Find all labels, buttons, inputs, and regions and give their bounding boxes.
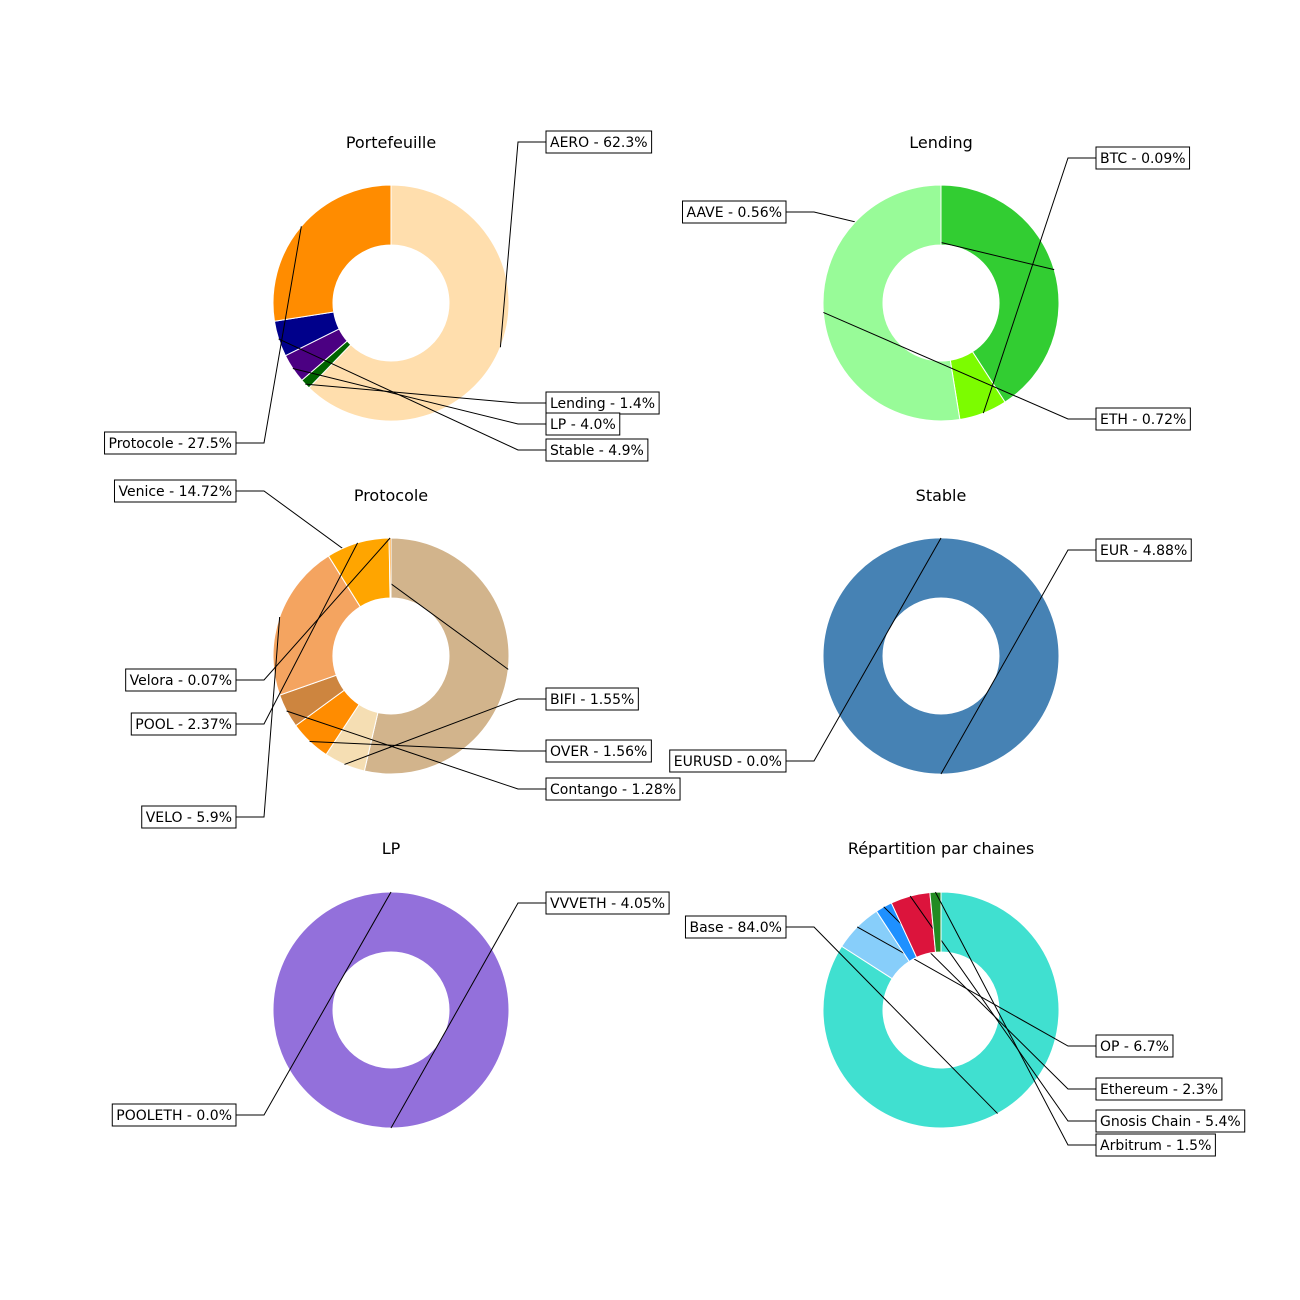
leader-line <box>786 926 998 1114</box>
donut-chart-stable: Stable EUR - 4.88% EURUSD - 0.0% <box>669 486 1192 775</box>
slice-eth <box>822 184 961 422</box>
label-box <box>1095 1133 1216 1157</box>
slice-label: LP - 4.0% <box>550 417 616 433</box>
leader-line <box>309 740 546 752</box>
chart-title: Répartition par chaines <box>848 839 1034 858</box>
slice-label: Velora - 0.07% <box>130 673 232 689</box>
slice-base <box>822 891 1060 1129</box>
slice-label: OP - 6.7% <box>1100 1039 1169 1055</box>
label-box <box>684 915 787 939</box>
slice-venice <box>363 537 510 775</box>
leader-line <box>236 490 509 670</box>
label-box <box>545 891 670 915</box>
leader-line <box>909 895 1096 1122</box>
leader-line <box>292 368 546 425</box>
leader-line <box>236 616 281 818</box>
label-box <box>669 749 787 773</box>
chart-title: Portefeuille <box>346 133 436 152</box>
slice-label: VELO - 5.9% <box>146 810 232 826</box>
slice-label: OVER - 1.56% <box>550 744 647 760</box>
leader-line <box>823 312 1096 420</box>
slice-label: Contango - 1.28% <box>550 782 676 798</box>
slice-label: POOL - 2.37% <box>135 717 232 733</box>
chart-title: Lending <box>909 133 973 152</box>
donut-chart-portefeuille: Portefeuille AERO - 62.3% Lending - 1.4% LP… <box>104 130 660 462</box>
slice-label: BIFI - 1.55% <box>550 692 634 708</box>
slice-label: Base - 84.0% <box>689 920 782 936</box>
label-box <box>111 1103 237 1127</box>
slice-label: AAVE - 0.56% <box>687 205 783 221</box>
label-box <box>545 777 681 801</box>
leader-line <box>940 549 1096 775</box>
slice-label: BTC - 0.09% <box>1100 151 1186 167</box>
leader-line <box>934 891 1096 1146</box>
label-box <box>141 805 237 829</box>
slice-aero <box>308 184 510 422</box>
slice-protocole <box>272 184 392 322</box>
leader-line <box>856 926 1096 1047</box>
chart-title: Stable <box>916 486 967 505</box>
slice-label: Arbitrum - 1.5% <box>1100 1138 1211 1154</box>
leader-line <box>390 902 546 1129</box>
leader-line <box>344 698 546 765</box>
chart-title: LP <box>382 839 401 858</box>
slice-label: Venice - 14.72% <box>118 484 232 500</box>
slice-label: Gnosis Chain - 5.4% <box>1100 1114 1241 1130</box>
slice-label: ETH - 0.72% <box>1100 412 1186 428</box>
label-box <box>113 479 237 503</box>
label-box <box>125 668 237 692</box>
leader-line <box>236 537 391 681</box>
slice-velo <box>272 555 361 696</box>
label-box <box>1095 407 1191 431</box>
chart-title: Protocole <box>354 486 428 505</box>
donut-chart-r-partition-par-chaines: Répartition par chaines Base - 84.0% OP - … <box>684 839 1246 1157</box>
leader-line <box>278 338 546 451</box>
slice-vvveth <box>272 891 510 1129</box>
donut-chart-lending: Lending AAVE - 0.56% BTC - 0.09% ETH - 0.72… <box>682 133 1191 431</box>
slice-label: VVVETH - 4.05% <box>550 896 665 912</box>
label-box <box>545 739 652 763</box>
leader-line <box>982 157 1096 414</box>
leader-line <box>786 211 1055 271</box>
slice-label: POOLETH - 0.0% <box>116 1108 232 1124</box>
leader-line <box>236 542 359 725</box>
donut-chart-protocole: Protocole Venice - 14.72% BIFI - 1.55% OVER… <box>113 479 681 829</box>
label-box <box>104 431 237 455</box>
leader-line <box>236 226 302 444</box>
slice-label: Ethereum - 2.3% <box>1100 1082 1218 1098</box>
leader-line <box>236 891 392 1116</box>
label-box <box>1095 1109 1246 1133</box>
label-box <box>1095 1077 1223 1101</box>
slice-label: Protocole - 27.5% <box>109 436 232 452</box>
label-box <box>545 412 621 436</box>
leader-line <box>499 141 546 348</box>
label-box <box>545 438 649 462</box>
label-box <box>545 130 653 154</box>
slice-eur <box>822 537 1060 775</box>
leader-line <box>786 537 942 762</box>
slice-arbitrum <box>929 891 942 953</box>
slice-label: Lending - 1.4% <box>550 396 655 412</box>
leader-line <box>883 906 1096 1090</box>
donut-chart-lp: LP VVVETH - 4.05% POOLETH - 0.0% <box>111 839 670 1129</box>
label-box <box>682 200 787 224</box>
label-box <box>1095 538 1192 562</box>
label-box <box>130 712 237 736</box>
slice-label: EUR - 4.88% <box>1100 543 1187 559</box>
slice-label: EURUSD - 0.0% <box>674 754 782 770</box>
leader-line <box>305 383 546 404</box>
label-box <box>1095 146 1191 170</box>
label-box <box>545 687 639 711</box>
slice-label: Stable - 4.9% <box>550 443 644 459</box>
leader-line <box>286 710 546 790</box>
slice-label: AERO - 62.3% <box>550 135 648 151</box>
label-box <box>1095 1034 1174 1058</box>
slice-aave <box>940 184 1060 403</box>
